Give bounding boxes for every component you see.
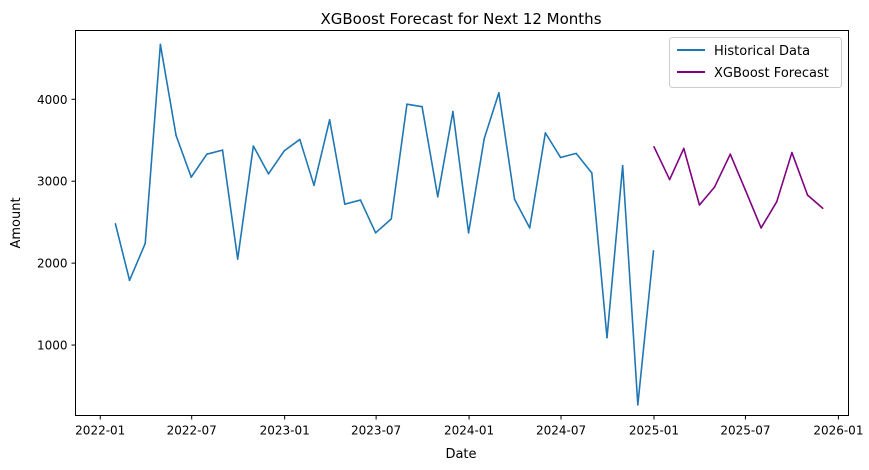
legend-label-forecast: XGBoost Forecast <box>714 66 829 81</box>
data-point-xgboost-forecast <box>698 204 701 206</box>
x-tick-label: 2025-01 <box>629 424 679 438</box>
legend-label-historical: Historical Data <box>714 44 810 59</box>
data-point-xgboost-forecast <box>760 227 762 229</box>
data-point-historical-data <box>467 232 470 234</box>
series-line-historical-data <box>114 43 655 406</box>
data-point-historical-data <box>190 176 192 178</box>
data-point-historical-data <box>283 150 285 152</box>
data-point-historical-data <box>374 232 377 234</box>
data-point-historical-data <box>606 336 608 339</box>
data-point-historical-data <box>114 223 117 225</box>
x-tick-label: 2022-07 <box>167 424 217 438</box>
data-point-historical-data <box>236 258 239 260</box>
data-point-xgboost-forecast <box>653 146 655 148</box>
x-tick-label: 2025-07 <box>720 424 770 438</box>
data-point-historical-data <box>313 184 315 187</box>
data-point-historical-data <box>267 173 270 175</box>
data-point-xgboost-forecast <box>791 151 793 154</box>
x-tick-label: 2026-01 <box>813 424 863 438</box>
data-point-historical-data <box>652 250 655 252</box>
data-point-historical-data <box>452 110 454 113</box>
plot-area <box>114 43 824 406</box>
y-tick-label: 1000 <box>37 339 68 353</box>
data-point-historical-data <box>299 138 301 141</box>
data-point-historical-data <box>175 134 177 137</box>
data-point-xgboost-forecast <box>821 207 824 210</box>
x-tick-label: 2024-07 <box>536 424 586 438</box>
data-point-historical-data <box>436 195 439 198</box>
data-point-historical-data <box>159 43 162 46</box>
data-point-historical-data <box>128 279 131 282</box>
data-point-historical-data <box>328 118 331 121</box>
data-point-historical-data <box>390 218 393 220</box>
x-tick-label: 2024-01 <box>444 424 494 438</box>
data-point-historical-data <box>343 203 346 205</box>
data-point-historical-data <box>513 198 516 201</box>
data-point-historical-data <box>421 105 423 108</box>
data-point-historical-data <box>544 132 547 134</box>
data-point-historical-data <box>637 404 639 406</box>
data-point-historical-data <box>559 156 562 159</box>
data-point-historical-data <box>483 137 486 140</box>
y-tick-label: 2000 <box>37 257 68 271</box>
data-point-xgboost-forecast <box>713 186 716 188</box>
data-point-historical-data <box>206 153 208 155</box>
data-point-xgboost-forecast <box>668 178 671 181</box>
data-point-xgboost-forecast <box>683 147 685 150</box>
x-axis: 2022-01 2022-07 2023-01 2023-07 2024-01 2024-… <box>75 415 863 438</box>
x-tick-label: 2022-01 <box>75 424 125 438</box>
data-point-historical-data <box>528 227 531 229</box>
data-point-historical-data <box>359 199 362 201</box>
x-axis-label: Date <box>445 447 476 462</box>
x-tick-label: 2023-07 <box>351 424 401 438</box>
data-point-historical-data <box>406 103 408 106</box>
y-axis-label: Amount <box>9 197 24 248</box>
data-point-historical-data <box>621 164 624 167</box>
data-point-xgboost-forecast <box>775 200 778 203</box>
data-point-historical-data <box>498 91 500 94</box>
legend-box <box>669 37 842 88</box>
data-point-xgboost-forecast <box>744 189 747 192</box>
data-point-historical-data <box>591 172 593 174</box>
y-tick-label: 3000 <box>37 175 68 189</box>
legend: Historical Data XGBoost Forecast <box>669 37 842 88</box>
y-axis: 1000 2000 3000 4000 <box>37 93 76 353</box>
data-point-historical-data <box>252 145 255 147</box>
data-point-xgboost-forecast <box>729 153 732 155</box>
y-tick-label: 4000 <box>37 93 68 107</box>
axes-frame <box>75 30 849 416</box>
data-point-historical-data <box>144 242 147 245</box>
data-point-historical-data <box>575 152 577 155</box>
data-point-xgboost-forecast <box>806 194 809 196</box>
chart-title: XGBoost Forecast for Next 12 Months <box>320 10 601 28</box>
x-tick-label: 2023-01 <box>260 424 310 438</box>
data-point-historical-data <box>221 149 224 151</box>
series-line-xgboost-forecast <box>653 146 824 229</box>
